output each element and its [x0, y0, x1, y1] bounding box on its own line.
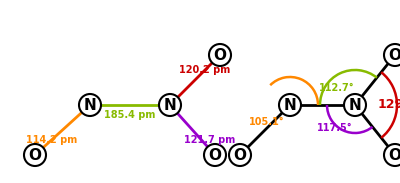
Text: O: O — [388, 147, 400, 163]
Text: 117.5°: 117.5° — [317, 123, 353, 133]
Text: N: N — [284, 98, 296, 113]
Text: N: N — [164, 98, 176, 113]
Circle shape — [344, 94, 366, 116]
Text: O: O — [208, 147, 222, 163]
Text: 112.7°: 112.7° — [319, 83, 355, 93]
Text: O: O — [28, 147, 42, 163]
Text: 121.7 pm: 121.7 pm — [184, 135, 236, 145]
Text: 105.1°: 105.1° — [249, 117, 285, 127]
Circle shape — [384, 44, 400, 66]
Circle shape — [209, 44, 231, 66]
Circle shape — [279, 94, 301, 116]
Text: 129.8°: 129.8° — [378, 98, 400, 111]
Circle shape — [229, 144, 251, 166]
Text: O: O — [214, 48, 226, 63]
Circle shape — [384, 144, 400, 166]
Circle shape — [204, 144, 226, 166]
Text: O: O — [388, 48, 400, 63]
Circle shape — [24, 144, 46, 166]
Text: 120.2 pm: 120.2 pm — [179, 65, 231, 75]
Text: 185.4 pm: 185.4 pm — [104, 110, 156, 120]
Text: N: N — [84, 98, 96, 113]
Text: 114.2 pm: 114.2 pm — [26, 135, 78, 145]
Circle shape — [159, 94, 181, 116]
Text: N: N — [349, 98, 361, 113]
Circle shape — [79, 94, 101, 116]
Text: O: O — [234, 147, 246, 163]
